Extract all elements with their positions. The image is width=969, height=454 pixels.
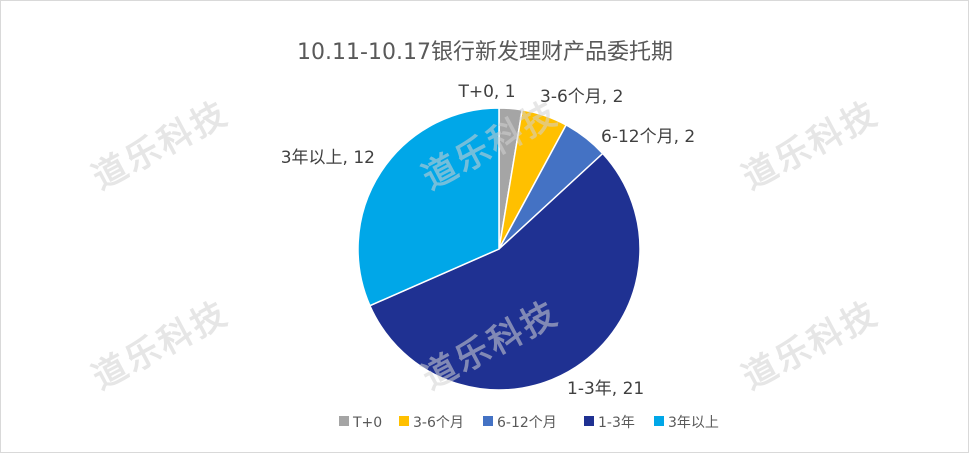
data-labels: T+0, 1 3-6个月, 2 6-12个月, 2 1-3年, 21 3年以上, 12	[281, 82, 695, 399]
data-label: 1-3年, 21	[567, 379, 644, 399]
data-label: 6-12个月, 2	[601, 127, 695, 147]
legend-label: 1-3年	[598, 415, 635, 431]
legend-swatch	[339, 416, 349, 426]
data-label: T+0, 1	[457, 82, 515, 102]
data-label: 3年以上, 12	[281, 148, 375, 168]
legend-swatch	[584, 416, 594, 426]
legend-swatch	[654, 416, 664, 426]
legend-swatch	[483, 416, 493, 426]
pie-slices	[357, 107, 641, 391]
legend-swatch	[399, 416, 409, 426]
pie-slice	[357, 107, 500, 307]
pie-slice	[368, 152, 641, 391]
legend-label: T+0	[352, 415, 382, 431]
chart-title: 10.11-10.17银行新发理财产品委托期	[297, 40, 673, 65]
legend-label: 3-6个月	[413, 415, 464, 431]
legend: T+0 3-6个月 6-12个月 1-3年 3年以上	[339, 415, 719, 431]
legend-label: 6-12个月	[497, 415, 557, 431]
legend-label: 3年以上	[668, 415, 719, 431]
data-label: 3-6个月, 2	[540, 87, 623, 107]
